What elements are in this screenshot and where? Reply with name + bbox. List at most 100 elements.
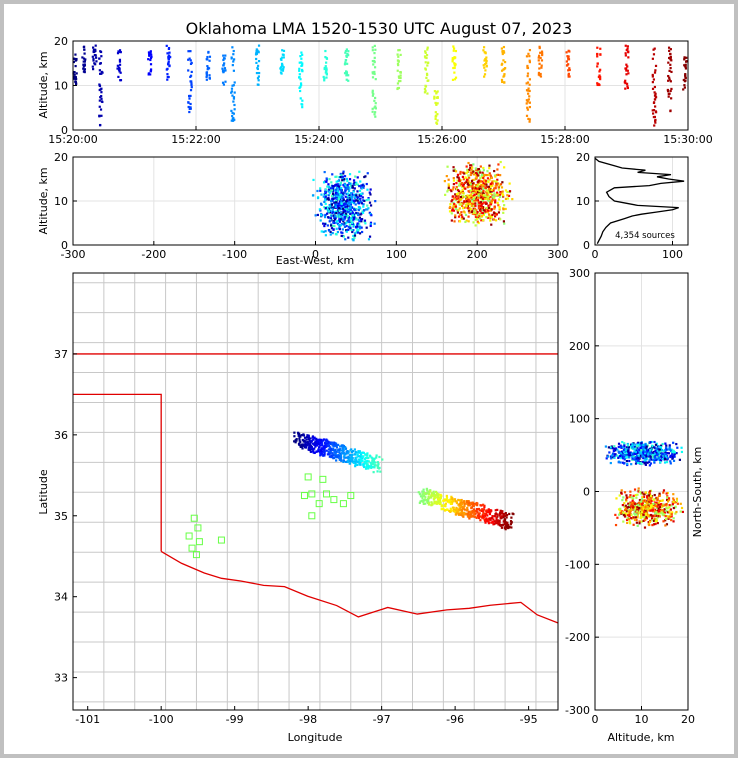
source-point xyxy=(651,451,654,454)
source-point xyxy=(450,212,453,215)
source-point xyxy=(502,195,505,198)
lma-station-marker xyxy=(347,492,355,500)
source-point xyxy=(466,513,470,516)
source-point xyxy=(668,56,671,60)
source-point xyxy=(83,48,86,51)
source-point xyxy=(310,447,313,451)
source-point xyxy=(331,186,334,189)
source-point xyxy=(672,459,676,462)
source-point xyxy=(471,197,474,201)
source-point xyxy=(501,200,505,203)
count-tick-label: 0 xyxy=(592,248,599,261)
source-point xyxy=(484,57,487,61)
source-point xyxy=(630,463,633,466)
source-point xyxy=(343,72,347,75)
source-point xyxy=(169,56,172,59)
source-point xyxy=(503,60,507,64)
source-point xyxy=(188,57,191,60)
source-point xyxy=(345,229,348,232)
source-point xyxy=(481,509,484,512)
source-point xyxy=(609,446,612,449)
source-point xyxy=(539,51,542,54)
source-point xyxy=(471,504,475,507)
source-point xyxy=(627,505,630,509)
source-point xyxy=(345,208,348,211)
source-point xyxy=(455,512,458,515)
source-point xyxy=(488,512,492,516)
source-point xyxy=(636,445,639,448)
source-point xyxy=(119,71,122,74)
source-point xyxy=(637,448,640,451)
source-point xyxy=(635,496,638,499)
source-point xyxy=(483,59,486,62)
source-point xyxy=(335,450,338,453)
source-point xyxy=(526,72,530,75)
source-point xyxy=(654,455,657,459)
source-point xyxy=(648,460,651,463)
source-point xyxy=(616,448,619,451)
source-point xyxy=(668,49,671,52)
source-point xyxy=(325,76,328,79)
source-point xyxy=(298,69,301,72)
source-point xyxy=(502,512,505,516)
source-point xyxy=(502,68,505,71)
source-point xyxy=(638,505,641,508)
source-point xyxy=(473,513,476,516)
source-point xyxy=(344,203,347,206)
source-point xyxy=(626,65,629,68)
source-point xyxy=(322,195,325,198)
latitude-tick-label: 34 xyxy=(54,591,68,604)
source-point xyxy=(496,515,499,518)
source-point xyxy=(495,173,498,177)
source-point xyxy=(324,202,327,205)
source-point xyxy=(454,205,457,208)
source-point xyxy=(332,447,335,450)
source-point xyxy=(147,73,150,76)
source-point xyxy=(648,515,651,518)
lma-station-marker xyxy=(195,538,203,546)
source-point xyxy=(150,55,153,58)
source-point xyxy=(627,56,630,59)
source-point xyxy=(98,57,101,60)
source-point xyxy=(625,82,629,85)
source-point xyxy=(367,464,370,468)
source-point xyxy=(653,508,657,511)
longitude-tick-label: -97 xyxy=(373,713,391,726)
source-point xyxy=(566,55,569,58)
source-point xyxy=(418,493,422,496)
source-point xyxy=(684,76,687,80)
source-point xyxy=(636,461,640,464)
source-point xyxy=(456,176,459,179)
source-point xyxy=(98,99,101,102)
source-point xyxy=(299,445,302,448)
source-point xyxy=(351,214,355,217)
source-point xyxy=(624,44,627,47)
source-point xyxy=(369,222,372,226)
source-point xyxy=(330,454,334,458)
source-point xyxy=(669,63,672,66)
source-point xyxy=(643,504,646,507)
source-point xyxy=(671,455,674,458)
source-point xyxy=(627,452,630,456)
source-point xyxy=(327,198,330,201)
source-point xyxy=(505,526,508,529)
source-point xyxy=(371,110,374,113)
source-point xyxy=(462,178,465,181)
altitude-tick-label: 10 xyxy=(576,195,590,208)
source-point xyxy=(640,449,643,452)
source-point xyxy=(471,212,474,215)
source-point xyxy=(568,50,571,53)
source-point xyxy=(342,207,345,210)
source-point xyxy=(493,212,496,215)
source-point xyxy=(255,61,258,64)
source-point xyxy=(324,439,327,442)
source-point xyxy=(653,493,656,497)
source-point xyxy=(334,454,337,458)
source-point xyxy=(473,213,476,216)
source-point xyxy=(118,63,122,66)
source-point xyxy=(649,505,653,509)
source-point xyxy=(449,205,452,209)
source-point xyxy=(651,109,654,112)
source-point xyxy=(683,80,687,83)
